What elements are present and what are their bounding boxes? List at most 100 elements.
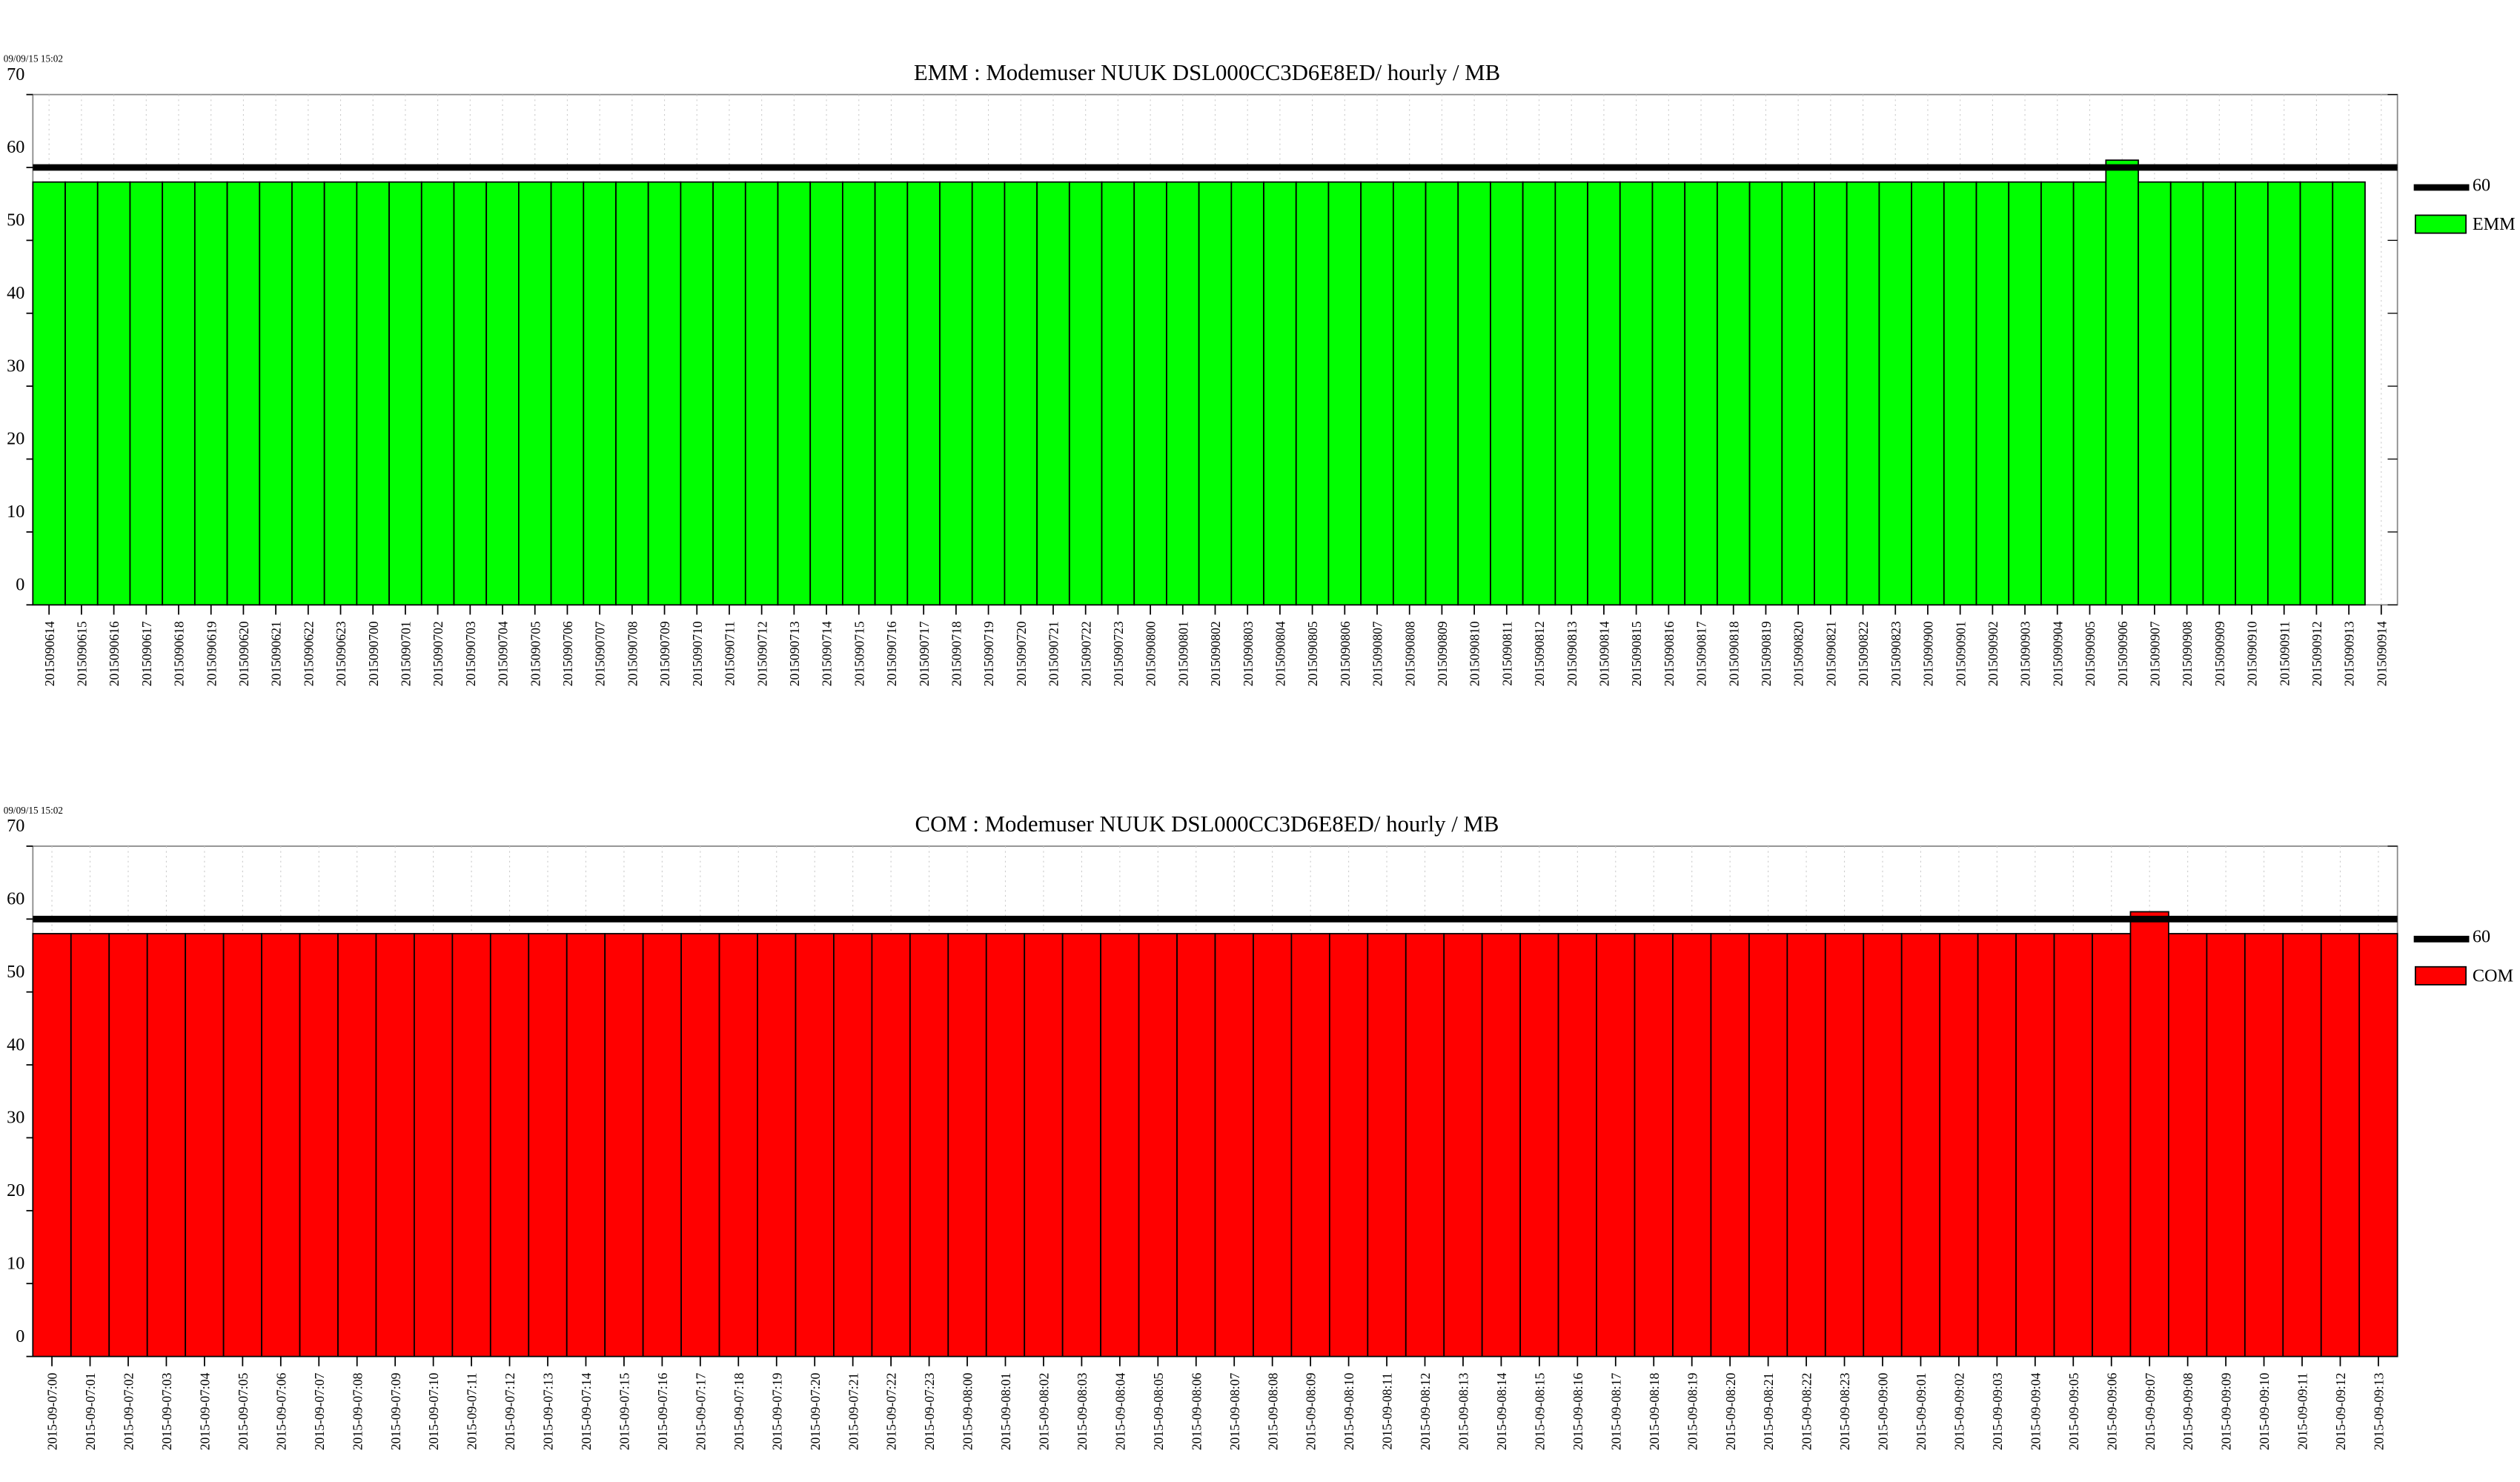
x-tick-label: 2015-09-08:02 — [1037, 1373, 1052, 1451]
bar — [1596, 933, 1636, 1358]
bar — [414, 933, 454, 1358]
x-tick-label: 2015090819 — [1759, 621, 1774, 686]
bar — [1651, 181, 1686, 606]
bar — [1522, 181, 1556, 606]
bar — [96, 181, 131, 606]
bar — [1367, 933, 1407, 1358]
bar — [337, 933, 377, 1358]
x-tick-label: 2015090814 — [1597, 621, 1612, 686]
bar — [842, 181, 876, 606]
bar — [451, 933, 491, 1358]
bar — [1327, 181, 1362, 606]
bar — [485, 181, 520, 606]
bar — [2129, 911, 2169, 1358]
bar — [2299, 181, 2334, 606]
x-tick-label: 2015090710 — [690, 621, 705, 686]
legend-threshold-label: 60 — [2473, 175, 2490, 195]
legend-label: COM — [2473, 966, 2513, 986]
x-tick-label: 2015-09-07:07 — [312, 1372, 327, 1450]
bar — [939, 181, 973, 606]
x-tick-label: 2015-09-09:01 — [1914, 1373, 1929, 1451]
y-tick-label: 60 — [7, 888, 24, 908]
bar — [744, 181, 779, 606]
bar — [2040, 181, 2075, 606]
x-tick-label: 2015090809 — [1435, 621, 1450, 686]
bar — [1024, 933, 1064, 1358]
x-tick-label: 2015-09-07:08 — [350, 1372, 365, 1450]
x-tick-label: 2015090823 — [1889, 621, 1903, 686]
bar — [777, 181, 812, 606]
x-tick-label: 2015090723 — [1111, 621, 1126, 686]
x-tick-label: 2015-09-08:22 — [1800, 1373, 1814, 1451]
bar — [1481, 933, 1522, 1358]
x-tick-label: 2015090810 — [1468, 621, 1482, 686]
x-tick-label: 2015090715 — [852, 621, 866, 686]
bar — [1519, 933, 1559, 1358]
x-tick-label: 2015-09-08:21 — [1761, 1373, 1776, 1451]
y-tick-label: 0 — [16, 574, 24, 594]
y-tick-label: 50 — [7, 210, 24, 230]
x-tick-label: 2015090902 — [1986, 621, 2000, 686]
bar — [1176, 933, 1216, 1358]
x-tick-label: 2015090815 — [1629, 621, 1644, 686]
x-tick-label: 2015-09-07:05 — [236, 1372, 251, 1450]
chart-title: COM : Modemuser NUUK DSL000CC3D6E8ED/ ho… — [915, 811, 1499, 837]
bar — [1230, 181, 1264, 606]
bar — [291, 181, 325, 606]
x-tick-label: 2015090615 — [74, 621, 89, 686]
bar — [146, 933, 187, 1358]
x-tick-label: 2015-09-08:00 — [961, 1372, 975, 1450]
x-tick-label: 2015090708 — [625, 621, 640, 686]
x-tick-label: 2015-09-07:15 — [617, 1372, 632, 1450]
bar — [453, 181, 488, 606]
x-tick-label: 2015090913 — [2342, 621, 2357, 686]
bar — [1748, 933, 1788, 1358]
x-tick-label: 2015090804 — [1273, 621, 1288, 686]
x-tick-label: 2015090901 — [1953, 621, 1968, 686]
x-tick-label: 2015-09-08:14 — [1494, 1372, 1509, 1450]
x-tick-label: 2015090808 — [1402, 621, 1417, 686]
bar — [909, 933, 949, 1358]
x-tick-label: 2015-09-07:16 — [655, 1372, 670, 1450]
bar — [1710, 933, 1750, 1358]
x-tick-label: 2015090702 — [431, 621, 445, 686]
x-tick-label: 2015090908 — [2180, 621, 2195, 686]
x-tick-label: 2015-09-08:18 — [1647, 1372, 1662, 1450]
bar — [420, 181, 455, 606]
x-tick-label: 2015090621 — [269, 621, 284, 686]
bar — [2202, 181, 2237, 606]
x-tick-label: 2015-09-08:13 — [1456, 1372, 1471, 1450]
bar — [32, 933, 72, 1358]
bar — [871, 933, 911, 1358]
x-tick-label: 2015090818 — [1726, 621, 1741, 686]
x-tick-label: 2015-09-08:17 — [1608, 1372, 1623, 1450]
x-tick-label: 2015090801 — [1176, 621, 1190, 686]
x-tick-label: 2015-09-09:10 — [2257, 1372, 2272, 1450]
x-tick-label: 2015-09-07:12 — [503, 1373, 517, 1451]
x-tick-label: 2015090813 — [1565, 621, 1579, 686]
bar — [1061, 933, 1102, 1358]
x-tick-label: 2015090620 — [236, 621, 251, 686]
x-tick-label: 2015090618 — [172, 621, 187, 686]
x-tick-label: 2015-09-09:13 — [2372, 1372, 2387, 1450]
x-tick-label: 2015-09-07:17 — [693, 1372, 708, 1450]
x-tick-label: 2015090807 — [1370, 621, 1385, 686]
bar — [1490, 181, 1524, 606]
bar — [528, 933, 568, 1358]
x-tick-label: 2015-09-09:07 — [2143, 1372, 2158, 1450]
bar — [971, 181, 1006, 606]
bar — [129, 181, 164, 606]
bar — [356, 181, 390, 606]
x-tick-label: 2015-09-09:02 — [1952, 1373, 1967, 1451]
x-tick-label: 2015090820 — [1791, 621, 1806, 686]
bar — [1814, 181, 1848, 606]
legend-threshold-label: 60 — [2473, 927, 2490, 947]
bar — [1138, 933, 1178, 1358]
x-tick-label: 2015090910 — [2245, 621, 2260, 686]
x-tick-label: 2015090713 — [787, 621, 802, 686]
x-tick-label: 2015-09-07:04 — [197, 1372, 212, 1450]
bar — [809, 181, 843, 606]
bar — [64, 181, 99, 606]
x-tick-label: 2015-09-07:20 — [808, 1372, 823, 1450]
bar — [1068, 181, 1103, 606]
